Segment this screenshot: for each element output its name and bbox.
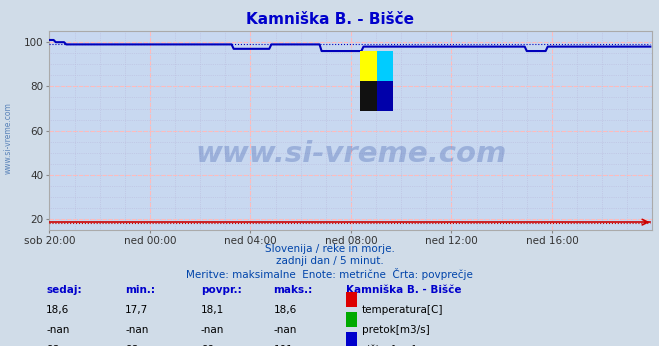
Text: zadnji dan / 5 minut.: zadnji dan / 5 minut.: [275, 256, 384, 266]
Text: maks.:: maks.:: [273, 285, 313, 295]
Text: 99: 99: [201, 345, 214, 346]
Text: 18,6: 18,6: [273, 305, 297, 315]
Text: 18,6: 18,6: [46, 305, 69, 315]
Text: Meritve: maksimalne  Enote: metrične  Črta: povprečje: Meritve: maksimalne Enote: metrične Črta…: [186, 268, 473, 280]
Text: min.:: min.:: [125, 285, 156, 295]
Text: 18,1: 18,1: [201, 305, 224, 315]
Text: -nan: -nan: [46, 325, 69, 335]
Bar: [360, 51, 376, 81]
Text: temperatura[C]: temperatura[C]: [362, 305, 444, 315]
Text: sedaj:: sedaj:: [46, 285, 82, 295]
Text: -nan: -nan: [273, 325, 297, 335]
Text: Kamniška B. - Bišče: Kamniška B. - Bišče: [246, 12, 413, 27]
Text: 101: 101: [273, 345, 293, 346]
Text: -nan: -nan: [125, 325, 148, 335]
Text: 17,7: 17,7: [125, 305, 148, 315]
Text: Kamniška B. - Bišče: Kamniška B. - Bišče: [346, 285, 461, 295]
Bar: [376, 51, 393, 81]
Text: višina[cm]: višina[cm]: [362, 345, 416, 346]
Text: www.si-vreme.com: www.si-vreme.com: [4, 102, 13, 174]
Bar: [376, 81, 393, 111]
Text: 98: 98: [125, 345, 138, 346]
Text: povpr.:: povpr.:: [201, 285, 242, 295]
Bar: [360, 81, 376, 111]
Text: -nan: -nan: [201, 325, 224, 335]
Text: Slovenija / reke in morje.: Slovenija / reke in morje.: [264, 244, 395, 254]
Text: www.si-vreme.com: www.si-vreme.com: [195, 140, 507, 169]
Text: 98: 98: [46, 345, 59, 346]
Text: pretok[m3/s]: pretok[m3/s]: [362, 325, 430, 335]
